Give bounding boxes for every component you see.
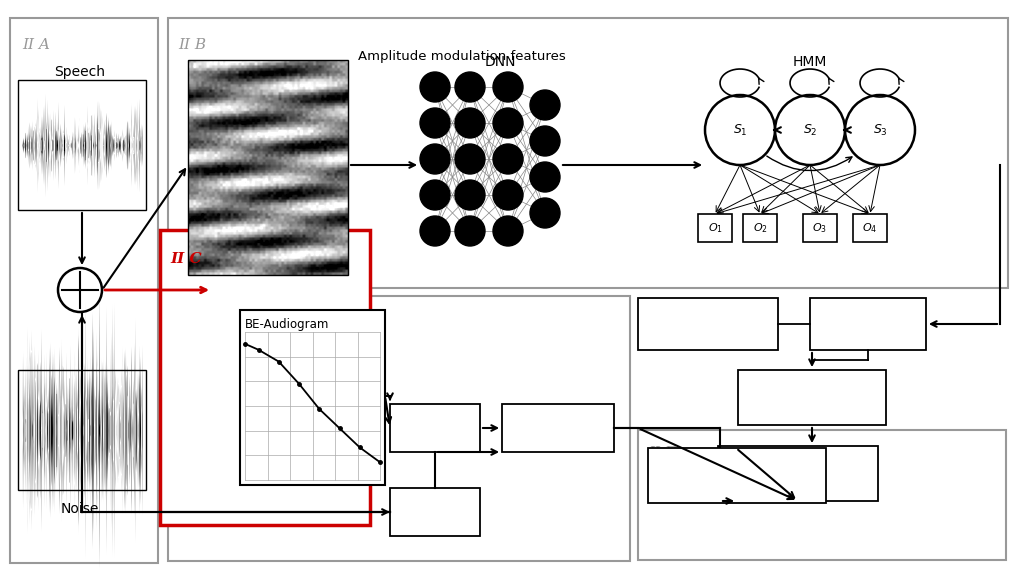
Text: $O_3$: $O_3$: [812, 221, 827, 235]
Text: Measured SRT: Measured SRT: [514, 422, 602, 434]
Text: II E: II E: [648, 446, 676, 460]
Circle shape: [420, 216, 450, 246]
Circle shape: [455, 72, 485, 102]
Text: $O_4$: $O_4$: [862, 221, 878, 235]
Text: $O_2$: $O_2$: [753, 221, 767, 235]
Bar: [168, 18, 1008, 288]
Circle shape: [530, 162, 560, 192]
Bar: [18, 370, 146, 490]
Bar: [188, 60, 348, 275]
Bar: [18, 80, 146, 210]
Bar: [168, 296, 630, 561]
Text: Transcript: Transcript: [838, 317, 899, 331]
Text: SRT prediction
of DAILY: SRT prediction of DAILY: [767, 383, 857, 411]
Text: $S_2$: $S_2$: [803, 123, 817, 138]
Text: Speech: Speech: [54, 65, 105, 79]
Bar: [810, 298, 926, 350]
Text: II C: II C: [170, 252, 202, 266]
Text: II D: II D: [178, 312, 207, 326]
Circle shape: [420, 72, 450, 102]
Text: Amplitude modulation features: Amplitude modulation features: [358, 50, 565, 63]
Circle shape: [455, 144, 485, 174]
Text: True word label: True word label: [660, 317, 756, 331]
Text: $S_3$: $S_3$: [872, 123, 888, 138]
Text: HMM: HMM: [793, 55, 827, 69]
Bar: [502, 404, 614, 452]
Bar: [853, 214, 887, 242]
Circle shape: [455, 180, 485, 210]
Circle shape: [455, 216, 485, 246]
Text: DNN: DNN: [484, 55, 516, 69]
Circle shape: [530, 90, 560, 120]
Bar: [240, 310, 385, 485]
Circle shape: [493, 72, 523, 102]
Circle shape: [530, 198, 560, 228]
Text: II B: II B: [178, 38, 206, 52]
Circle shape: [493, 108, 523, 138]
Bar: [10, 18, 158, 563]
Bar: [738, 370, 886, 425]
Text: $S_1$: $S_1$: [732, 123, 748, 138]
Bar: [803, 214, 837, 242]
Text: II A: II A: [22, 38, 50, 52]
Bar: [390, 404, 480, 452]
Text: SRT predictions of
different baseline models: SRT predictions of different baseline mo…: [662, 461, 812, 489]
Circle shape: [493, 216, 523, 246]
Text: $O_1$: $O_1$: [708, 221, 723, 235]
Text: HI listener: HI listener: [403, 422, 467, 434]
Bar: [698, 214, 732, 242]
Circle shape: [420, 180, 450, 210]
Text: BE-Audiogram: BE-Audiogram: [245, 318, 330, 331]
Circle shape: [530, 126, 560, 156]
Bar: [638, 298, 778, 350]
Circle shape: [420, 108, 450, 138]
Bar: [718, 446, 878, 501]
Text: Comparison for
evaluation: Comparison for evaluation: [750, 459, 846, 487]
Circle shape: [455, 108, 485, 138]
Bar: [743, 214, 777, 242]
Circle shape: [493, 180, 523, 210]
Bar: [638, 430, 1006, 560]
Bar: [160, 230, 370, 525]
Text: NH listener: NH listener: [400, 506, 470, 518]
Text: Noise: Noise: [60, 502, 99, 516]
Bar: [648, 448, 826, 503]
Bar: [390, 488, 480, 536]
Circle shape: [493, 144, 523, 174]
Circle shape: [420, 144, 450, 174]
